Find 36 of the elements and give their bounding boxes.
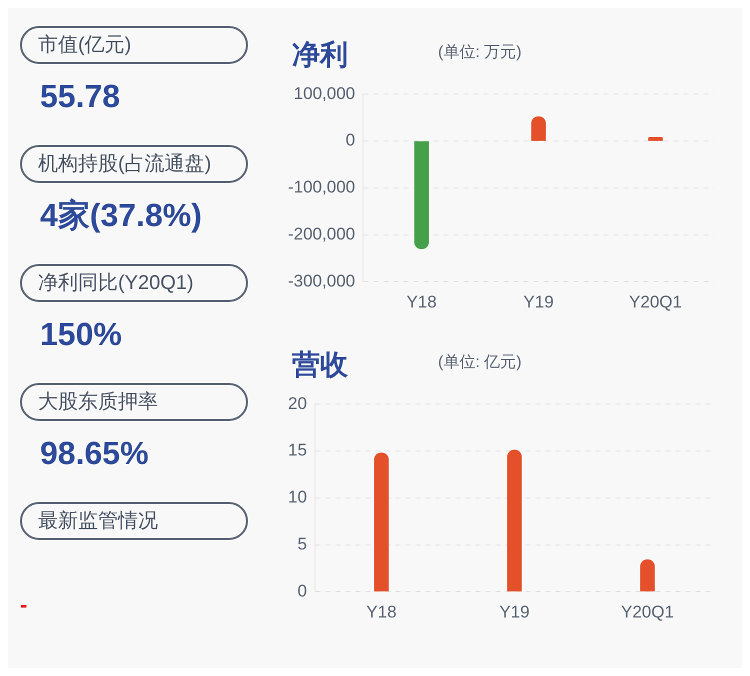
text: 150%: [40, 315, 123, 354]
x-tick-label: Y18: [406, 292, 437, 312]
y-tick-label: -100,000: [288, 178, 356, 197]
y-tick-label: 100,000: [294, 84, 356, 103]
bar: [374, 452, 389, 592]
y-tick-label: 10: [288, 488, 307, 507]
x-tick-label: Y19: [523, 292, 554, 312]
bar: [507, 450, 522, 592]
chart-subtitle: (单位: 万元): [438, 43, 522, 63]
text: 55.78: [40, 77, 122, 116]
text: -: [20, 592, 28, 617]
bar: [640, 559, 655, 592]
chart-title: 净利: [292, 38, 348, 72]
text: 市值(亿元): [20, 26, 248, 64]
y-tick-label: 0: [297, 581, 307, 600]
chart-subtitle: (单位: 亿元): [438, 353, 522, 373]
text: 大股东质押率: [20, 383, 248, 421]
bar: [531, 116, 546, 141]
y-tick-label: 5: [297, 534, 307, 554]
text: 98.65%: [40, 434, 150, 473]
text: 机构持股(占流通盘): [20, 145, 248, 183]
x-tick-label: Y19: [499, 602, 530, 622]
x-tick-label: Y20Q1: [629, 292, 682, 312]
y-tick-label: -300,000: [288, 271, 356, 290]
bar: [648, 136, 663, 141]
x-tick-label: Y18: [366, 602, 397, 622]
y-tick-label: 0: [346, 130, 356, 150]
y-tick-label: 15: [288, 440, 307, 460]
text: 净利同比(Y20Q1): [20, 264, 248, 302]
text: 4家(37.8%): [40, 196, 203, 235]
text: 最新监管情况: [20, 502, 248, 540]
bar: [414, 141, 429, 250]
y-tick-label: 20: [288, 394, 307, 413]
chart-title: 营收: [292, 348, 348, 382]
y-tick-label: -200,000: [288, 224, 356, 244]
x-tick-label: Y20Q1: [621, 602, 674, 622]
